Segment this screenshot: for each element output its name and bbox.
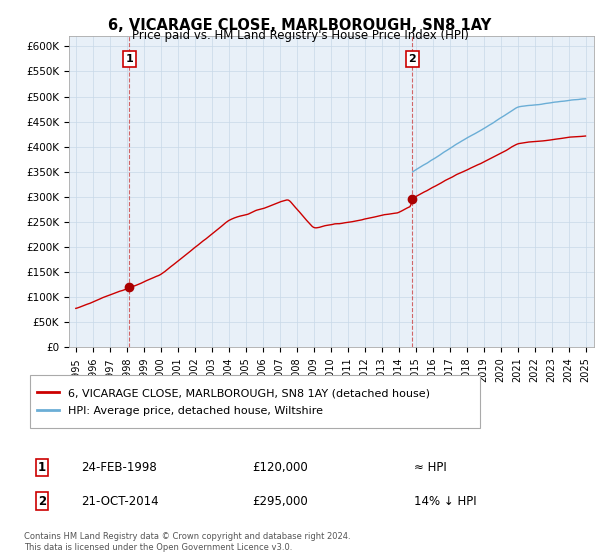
Legend: 6, VICARAGE CLOSE, MARLBOROUGH, SN8 1AY (detached house), HPI: Average price, de: 6, VICARAGE CLOSE, MARLBOROUGH, SN8 1AY …: [31, 382, 435, 422]
Text: 2: 2: [409, 54, 416, 64]
Text: 6, VICARAGE CLOSE, MARLBOROUGH, SN8 1AY: 6, VICARAGE CLOSE, MARLBOROUGH, SN8 1AY: [109, 18, 491, 33]
Text: Price paid vs. HM Land Registry's House Price Index (HPI): Price paid vs. HM Land Registry's House …: [131, 29, 469, 42]
Text: 1: 1: [38, 461, 46, 474]
Text: £120,000: £120,000: [252, 461, 308, 474]
Text: £295,000: £295,000: [252, 494, 308, 508]
Text: 24-FEB-1998: 24-FEB-1998: [81, 461, 157, 474]
Text: ≈ HPI: ≈ HPI: [414, 461, 447, 474]
FancyBboxPatch shape: [30, 375, 480, 428]
Text: 2: 2: [38, 494, 46, 508]
Text: Contains HM Land Registry data © Crown copyright and database right 2024.
This d: Contains HM Land Registry data © Crown c…: [24, 532, 350, 552]
Text: 1: 1: [125, 54, 133, 64]
Text: 14% ↓ HPI: 14% ↓ HPI: [414, 494, 476, 508]
Text: 21-OCT-2014: 21-OCT-2014: [81, 494, 158, 508]
